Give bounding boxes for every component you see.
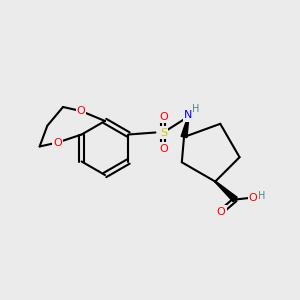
Text: O: O (159, 143, 168, 154)
Polygon shape (181, 116, 189, 138)
Text: H: H (257, 190, 265, 200)
Text: O: O (217, 206, 226, 217)
Text: S: S (160, 128, 167, 137)
Text: O: O (53, 137, 62, 148)
Text: O: O (249, 193, 258, 202)
Text: N: N (184, 110, 193, 121)
Text: O: O (76, 106, 85, 116)
Polygon shape (215, 181, 237, 202)
Text: H: H (192, 104, 199, 115)
Text: O: O (159, 112, 168, 122)
